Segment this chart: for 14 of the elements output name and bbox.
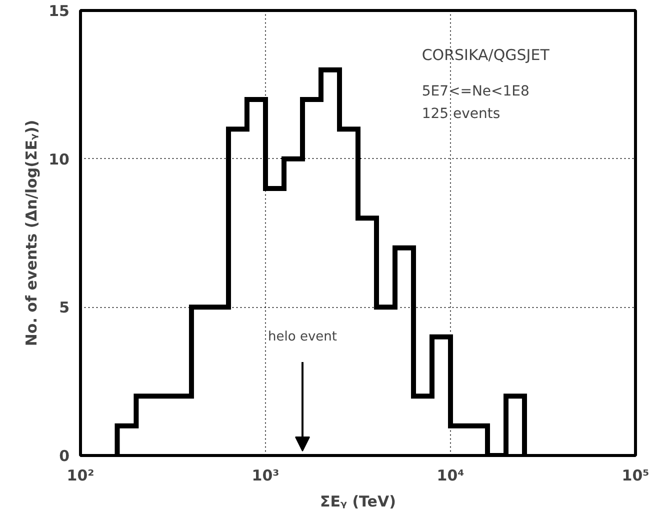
x-tick-label: 10² xyxy=(66,466,94,484)
x-tick-label: 10³ xyxy=(252,466,280,484)
y-tick-label: 5 xyxy=(59,298,70,317)
x-tick-label: 10⁴ xyxy=(436,466,464,484)
x-axis-title: ΣEᵧ (TeV) xyxy=(320,492,396,510)
annotation: CORSIKA/QGSJET xyxy=(422,46,550,64)
annotation: helo event xyxy=(268,329,337,344)
x-tick-label: 10⁵ xyxy=(622,466,650,484)
annotation: 125 events xyxy=(422,106,500,122)
y-tick-label: 10 xyxy=(48,150,70,168)
y-axis-title: No. of events (Δn/log(ΣEᵧ)) xyxy=(22,120,41,346)
y-tick-label: 15 xyxy=(48,2,70,20)
annotation: 5E7<=Ne<1E8 xyxy=(422,84,530,100)
y-tick-label: 0 xyxy=(59,447,70,465)
